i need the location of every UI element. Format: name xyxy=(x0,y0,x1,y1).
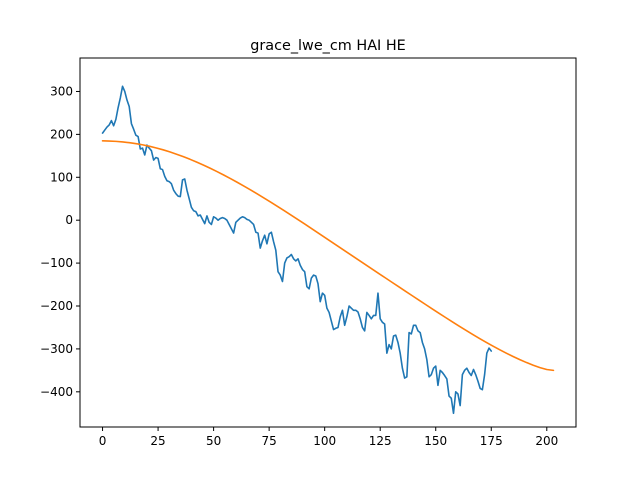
y-tick-label: 300 xyxy=(50,84,73,98)
data-series-line xyxy=(101,85,493,415)
x-tick-label: 200 xyxy=(535,434,558,448)
x-tick-label: 175 xyxy=(480,434,503,448)
y-tick-label: −400 xyxy=(40,385,73,399)
y-tick-label: 100 xyxy=(50,170,73,184)
x-tick-label: 0 xyxy=(99,434,107,448)
x-tick-label: 125 xyxy=(369,434,392,448)
chart-title: grace_lwe_cm HAI HE xyxy=(250,38,406,54)
y-tick-label: −200 xyxy=(40,299,73,313)
trend-series-line xyxy=(101,140,555,372)
y-tick-label: 200 xyxy=(50,127,73,141)
x-tick-label: 75 xyxy=(261,434,276,448)
x-axis-ticks: 0 25 50 75 100 125 150 175 200 xyxy=(99,427,558,448)
y-tick-label: 0 xyxy=(65,213,73,227)
x-tick-label: 100 xyxy=(313,434,336,448)
x-tick-label: 150 xyxy=(424,434,447,448)
x-tick-label: 50 xyxy=(206,434,221,448)
y-tick-label: −100 xyxy=(40,256,73,270)
y-axis-ticks: 300 200 100 0 −100 −200 −300 −400 xyxy=(40,84,80,399)
series-layer xyxy=(101,85,555,415)
plot-area-frame xyxy=(79,57,577,428)
y-tick-label: −300 xyxy=(40,342,73,356)
x-tick-label: 25 xyxy=(150,434,165,448)
